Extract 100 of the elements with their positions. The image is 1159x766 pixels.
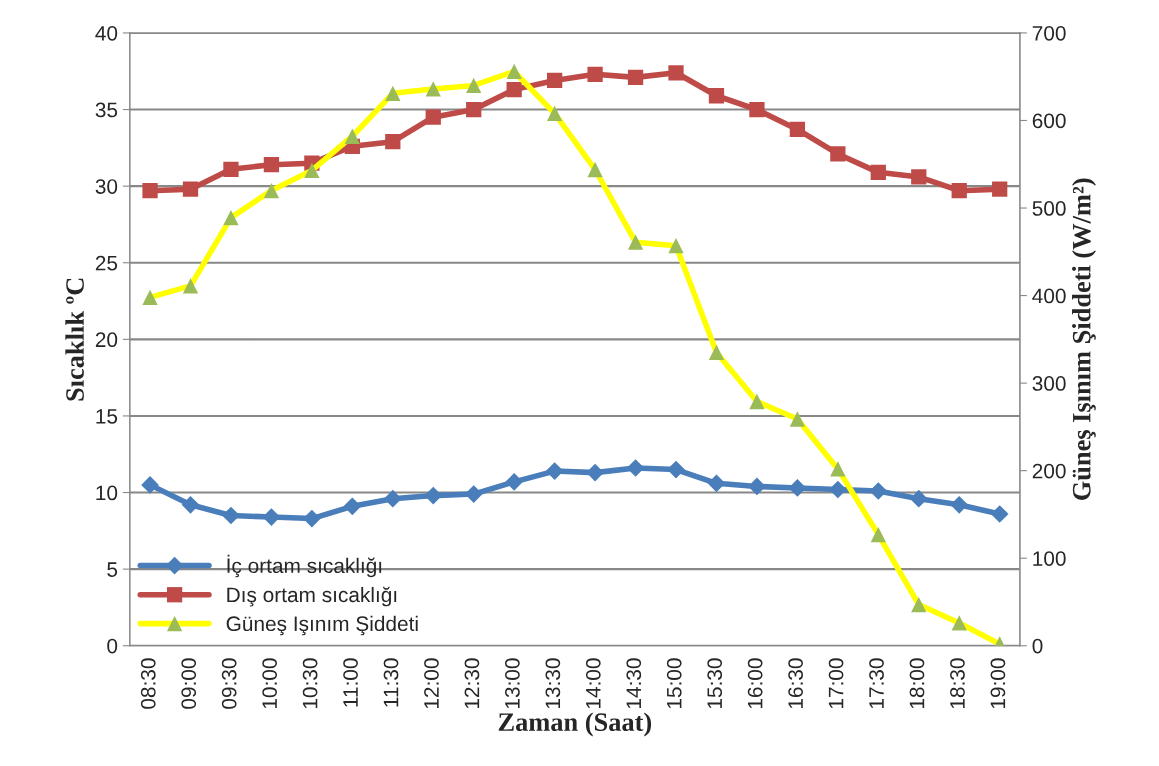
point (142, 183, 158, 199)
point (303, 509, 321, 528)
y-tick-label: 40 (95, 25, 118, 41)
point (870, 526, 886, 543)
y2-tick-label: 0 (1032, 638, 1043, 654)
y-tick-label: 30 (95, 179, 118, 194)
point (223, 161, 239, 177)
point (789, 121, 806, 138)
point (789, 411, 806, 427)
point (223, 210, 239, 226)
point (992, 181, 1008, 197)
y-tick-label: 15 (96, 409, 118, 424)
point (343, 497, 362, 516)
point (708, 344, 725, 361)
point (749, 101, 765, 118)
y2-tick-label: 600 (1032, 113, 1066, 129)
x-tick-label: 14:30 (626, 658, 642, 709)
x-tick-label: 18:00 (909, 658, 925, 709)
x-tick-label: 19:00 (990, 658, 1006, 709)
point (990, 505, 1009, 523)
point (830, 461, 846, 477)
x-tick-label: 16:00 (747, 658, 763, 709)
point (141, 476, 159, 494)
y-tick-label: 20 (95, 332, 118, 348)
legend-label: Dış ortam sıcaklığı (227, 586, 397, 607)
point (182, 278, 199, 294)
point (950, 495, 969, 514)
x-tick-label: 17:30 (869, 658, 884, 709)
x-tick-label: 14:00 (585, 658, 601, 709)
point (182, 181, 199, 197)
point (385, 134, 401, 150)
y-tick-label: 10 (96, 485, 118, 501)
point (466, 101, 482, 118)
x-tick-label: 15:00 (666, 658, 682, 709)
point (425, 81, 441, 97)
point (505, 472, 524, 491)
point (911, 169, 927, 185)
point (667, 460, 685, 479)
legend-label: İç ortam sıcaklığı (227, 554, 382, 578)
point (951, 615, 967, 631)
x-tick-label: 11:30 (383, 658, 399, 707)
x-tick-label: 12:00 (424, 658, 439, 709)
x-tick-label: 09:30 (221, 658, 237, 709)
point (869, 482, 888, 500)
point (385, 85, 401, 101)
y-tick-label: 0 (107, 638, 118, 654)
y2-tick-label: 200 (1032, 463, 1066, 479)
point (668, 65, 684, 81)
x-tick-label: 16:30 (788, 658, 803, 709)
x-tick-label: 15:30 (707, 658, 723, 709)
point (749, 393, 765, 410)
y-tick-label: 25 (95, 255, 118, 271)
y-tick-label: 5 (107, 562, 118, 577)
y2-tick-label: 500 (1032, 201, 1066, 216)
y2-tick-label: 100 (1033, 551, 1066, 566)
legend-label: Güneş Işınım Şiddeti (226, 615, 418, 636)
point (304, 162, 320, 179)
point (263, 182, 280, 199)
point (627, 234, 644, 250)
point (708, 88, 725, 104)
point (506, 63, 522, 80)
x-tick-label: 12:30 (464, 658, 480, 709)
point (263, 157, 280, 173)
point (830, 146, 846, 162)
point (547, 105, 563, 122)
x-tick-label: 10:00 (262, 658, 278, 709)
x-tick-label: 13:00 (505, 658, 520, 709)
point (142, 289, 158, 305)
point (627, 69, 644, 85)
x-tick-label: 08:30 (140, 658, 156, 709)
x-tick-label: 10:30 (302, 658, 318, 709)
x-tick-label: 13:30 (545, 658, 561, 709)
y-tick-label: 35 (95, 102, 118, 118)
x-tick-label: 17:00 (828, 658, 844, 709)
point (466, 77, 482, 94)
point (506, 81, 522, 98)
y2-tick-label: 400 (1032, 288, 1066, 304)
point (870, 164, 886, 180)
point (587, 66, 603, 82)
y-axis-title: Sıcaklık ºC (65, 278, 84, 401)
y2-tick-label: 700 (1032, 25, 1066, 41)
point (911, 596, 927, 613)
point (222, 506, 240, 525)
point (951, 183, 967, 199)
x-tick-label: 18:30 (950, 658, 965, 709)
point (547, 72, 563, 89)
point (545, 462, 564, 480)
y2-axis-title: Güneş Işınım Şiddeti (W/m²) (1072, 178, 1096, 500)
point (586, 463, 604, 482)
x-tick-label: 09:00 (181, 658, 197, 709)
point (383, 489, 402, 508)
point (668, 238, 684, 254)
point (181, 495, 200, 514)
x-tick-label: 11:00 (343, 658, 358, 707)
y2-tick-label: 300 (1032, 376, 1066, 391)
point (425, 109, 441, 125)
point (344, 128, 360, 144)
point (909, 489, 928, 508)
x-axis-title: Zaman (Saat) (498, 712, 652, 737)
point (587, 161, 603, 178)
